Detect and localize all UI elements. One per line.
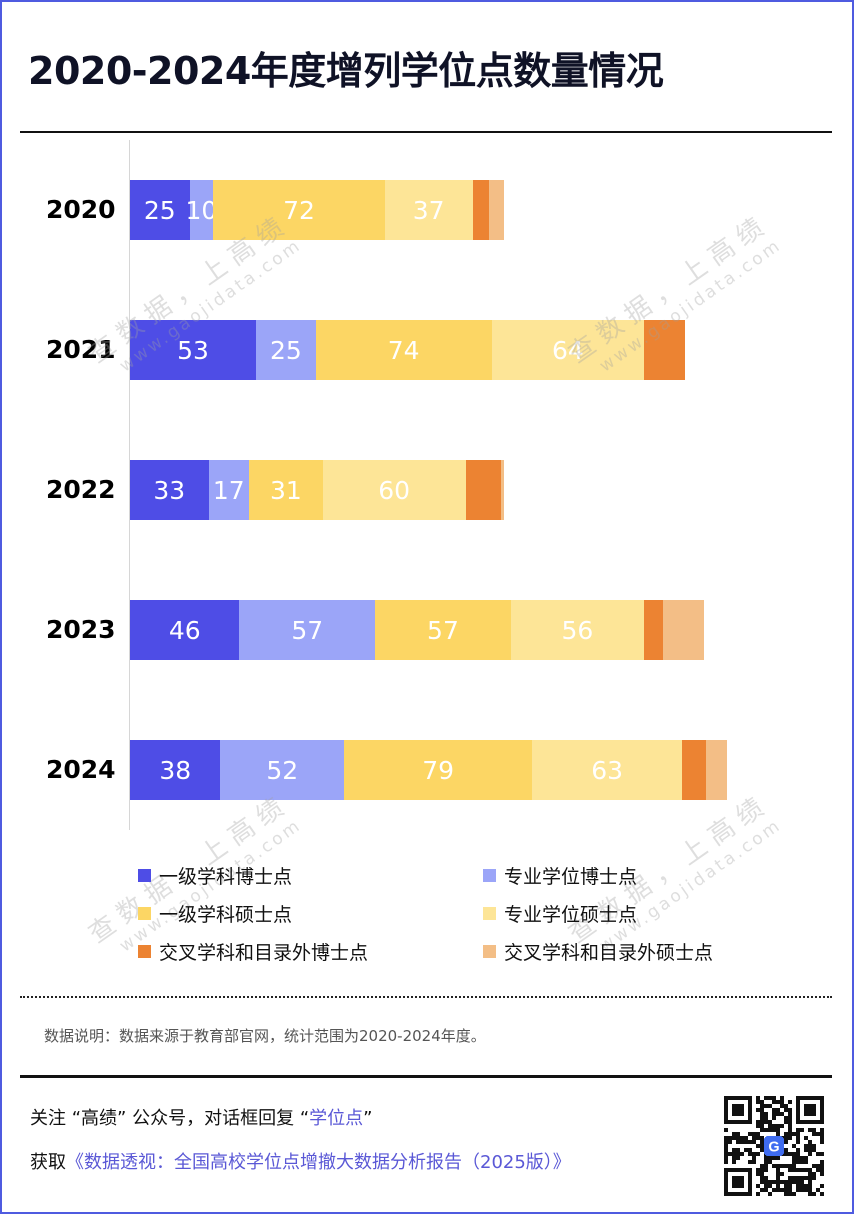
bar-segment: 37 [384, 180, 473, 240]
data-label: 57 [427, 615, 459, 645]
reply-keyword: 学位点 [309, 1108, 364, 1129]
bar-segment: 63 [532, 740, 683, 800]
data-label: 57 [291, 615, 324, 645]
legend-label: 一级学科博士点 [159, 866, 293, 888]
report-title-link[interactable]: 《数据透视：全国高校学位点增撤大数据分析报告（2025版）》 [66, 1152, 571, 1173]
legend-item: 一级学科博士点 [138, 862, 292, 889]
legend-item: 交叉学科和目录外硕士点 [483, 938, 713, 965]
y-axis-line [129, 140, 130, 830]
data-label: 52 [266, 755, 299, 785]
bar-segment: 52 [220, 740, 345, 800]
legend-item: 一级学科硕士点 [138, 900, 292, 927]
dotted-divider [20, 996, 832, 998]
bar-segment: 79 [344, 740, 533, 800]
bar-segment [644, 600, 664, 660]
data-label: 72 [283, 195, 315, 225]
bar-segment: 33 [130, 460, 209, 520]
legend-swatch [483, 869, 496, 882]
bar-segment: 57 [239, 600, 376, 660]
data-label: 38 [159, 755, 192, 785]
bar-segment: 31 [249, 460, 323, 520]
legend-swatch [483, 945, 496, 958]
follow-instruction: 关注 “高绩” 公众号，对话框回复 “学位点” [30, 1104, 372, 1130]
data-label: 25 [269, 335, 302, 365]
data-note: 数据说明：数据来源于教育部官网，统计范围为2020-2024年度。 [44, 1027, 486, 1045]
stacked-bar-chart: 2020 25 10 72 37 2021 53 25 74 64 2022 33 17 31 60 2023… [0, 140, 854, 956]
bar-segment: 46 [130, 600, 240, 660]
qr-code-icon[interactable]: G [724, 1096, 824, 1196]
bar-segment [472, 180, 490, 240]
bar-segment [644, 320, 685, 380]
legend-swatch [138, 907, 151, 920]
legend-label: 专业学位博士点 [504, 866, 638, 888]
footer-divider [20, 1075, 832, 1078]
legend-swatch [483, 907, 496, 920]
report-offer: 获取《数据透视：全国高校学位点增撤大数据分析报告（2025版）》 [30, 1148, 571, 1174]
data-label: 74 [387, 335, 420, 365]
data-label: 31 [269, 475, 302, 505]
data-label: 64 [552, 335, 584, 365]
data-label: 46 [168, 615, 201, 645]
bar-segment: 38 [130, 740, 221, 800]
data-label: 37 [412, 195, 445, 225]
legend-label: 专业学位硕士点 [504, 904, 638, 926]
bar-segment: 56 [510, 600, 645, 660]
bar-segment [682, 740, 706, 800]
qr-logo-text: G [768, 1140, 779, 1156]
bar-segment [663, 600, 704, 660]
legend-item: 专业学位博士点 [483, 862, 637, 889]
bar-segment [705, 740, 728, 800]
y-tick-label: 2021 [46, 335, 116, 364]
y-tick-label: 2023 [46, 615, 116, 644]
title-divider [20, 131, 832, 133]
report-offer-prefix: 获取 [30, 1152, 66, 1173]
bar-segment: 25 [256, 320, 316, 380]
data-label: 63 [591, 755, 624, 785]
data-label: 53 [177, 335, 209, 365]
follow-instruction-prefix: 关注 “高绩” 公众号，对话框回复 “ [30, 1108, 310, 1129]
bar-segment [489, 180, 504, 240]
bar-segment [465, 460, 502, 520]
legend-swatch [138, 869, 151, 882]
data-label: 56 [561, 615, 594, 645]
bar-segment: 60 [322, 460, 466, 520]
legend-item: 交叉学科和目录外博士点 [138, 938, 368, 965]
bar-segment: 74 [315, 320, 492, 380]
y-tick-label: 2020 [46, 195, 116, 224]
follow-instruction-suffix: ” [363, 1108, 373, 1129]
data-label: 79 [422, 755, 455, 785]
legend-label: 一级学科硕士点 [159, 904, 293, 926]
page-title: 2020-2024年度增列学位点数量情况 [28, 49, 664, 93]
bar-segment: 64 [491, 320, 645, 380]
bar-segment: 53 [130, 320, 257, 380]
bar-segment: 57 [375, 600, 511, 660]
bar-segment [501, 460, 504, 520]
qr-center-logo [764, 1136, 784, 1156]
bar-segment: 17 [208, 460, 249, 520]
y-tick-label: 2022 [46, 475, 116, 504]
legend-swatch [138, 945, 151, 958]
legend-label: 交叉学科和目录外硕士点 [504, 942, 714, 964]
data-label: 33 [153, 475, 186, 505]
data-label: 10 [185, 195, 218, 225]
legend-label: 交叉学科和目录外博士点 [159, 942, 369, 964]
data-label: 60 [378, 475, 411, 505]
bar-segment: 10 [186, 180, 217, 240]
data-label: 17 [212, 475, 245, 505]
legend-item: 专业学位硕士点 [483, 900, 637, 927]
y-tick-label: 2024 [46, 755, 116, 784]
data-label: 25 [143, 195, 176, 225]
bar-segment: 25 [130, 180, 190, 240]
bar-segment: 72 [213, 180, 385, 240]
